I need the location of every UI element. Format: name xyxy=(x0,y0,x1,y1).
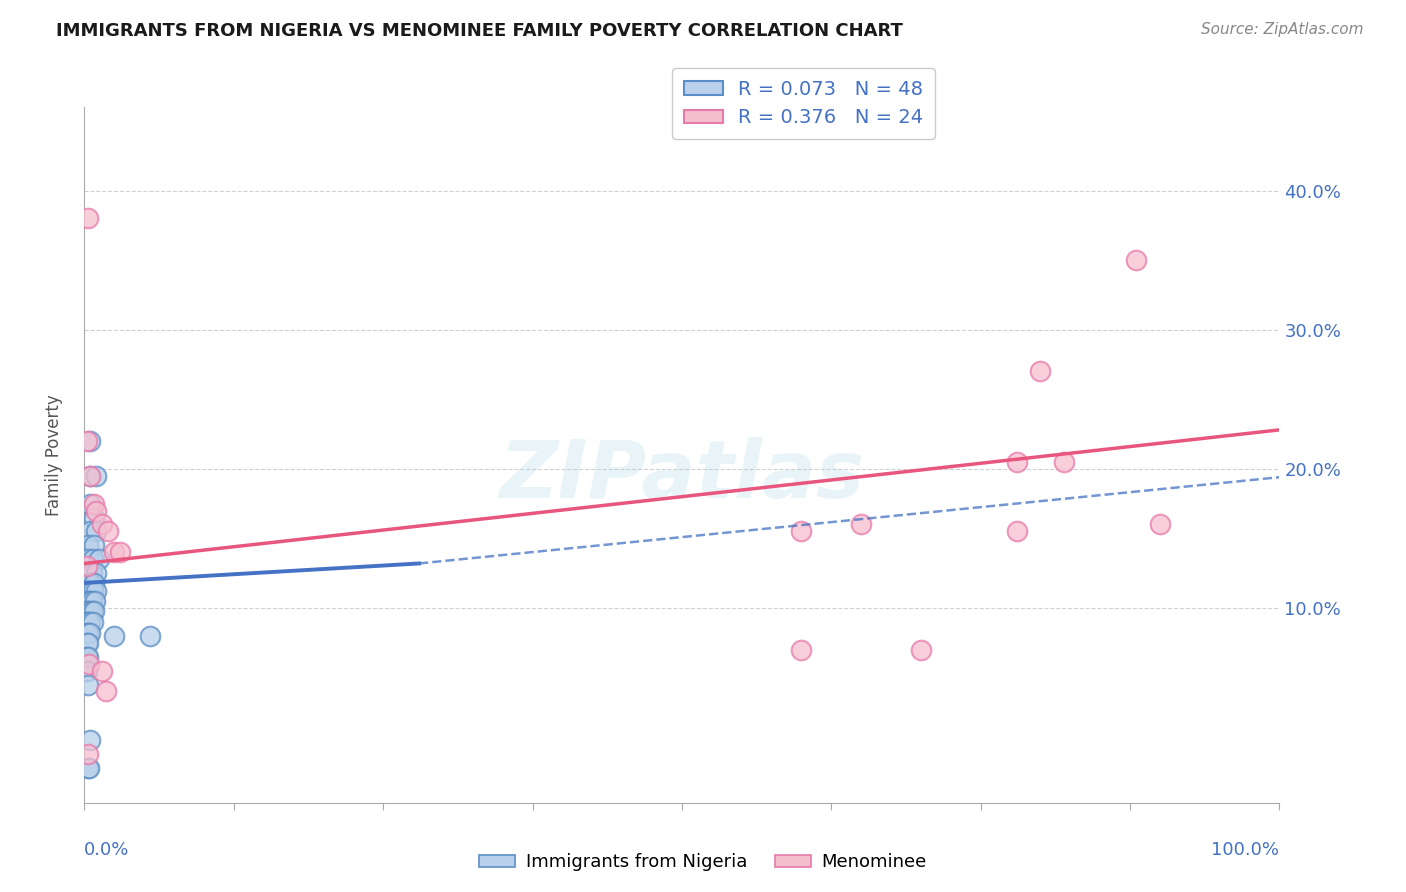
Point xyxy=(76,434,98,448)
Point xyxy=(77,576,100,591)
Point xyxy=(82,552,104,566)
Point xyxy=(77,594,100,608)
Point xyxy=(79,576,101,591)
Point xyxy=(790,642,813,657)
Point xyxy=(83,497,105,511)
Point xyxy=(910,642,932,657)
Point xyxy=(103,629,125,643)
Point xyxy=(94,684,117,698)
Point xyxy=(79,434,101,448)
Point xyxy=(84,594,107,608)
Point xyxy=(79,626,101,640)
Point xyxy=(110,545,132,559)
Text: Source: ZipAtlas.com: Source: ZipAtlas.com xyxy=(1201,22,1364,37)
Point xyxy=(77,211,100,226)
Point xyxy=(1005,455,1028,469)
Point xyxy=(80,566,103,581)
Point xyxy=(77,604,100,618)
Point xyxy=(76,559,98,574)
Point xyxy=(1029,364,1052,378)
Point xyxy=(86,584,108,599)
Point xyxy=(87,552,110,566)
Point xyxy=(1125,253,1147,268)
Point xyxy=(77,538,100,552)
Point xyxy=(77,761,100,775)
Point xyxy=(79,733,101,747)
Point xyxy=(103,545,125,559)
Point xyxy=(76,584,98,599)
Point xyxy=(77,552,100,566)
Point xyxy=(82,615,104,629)
Point xyxy=(76,604,98,618)
Point xyxy=(139,629,162,643)
Legend: Immigrants from Nigeria, Menominee: Immigrants from Nigeria, Menominee xyxy=(472,847,934,879)
Point xyxy=(1005,524,1028,539)
Point xyxy=(80,604,103,618)
Point xyxy=(76,594,98,608)
Point xyxy=(86,468,108,483)
Point xyxy=(76,636,98,650)
Point xyxy=(91,517,114,532)
Point xyxy=(86,524,108,539)
Point xyxy=(76,649,98,664)
Point xyxy=(1149,517,1171,532)
Point xyxy=(79,468,101,483)
Point xyxy=(790,524,813,539)
Point xyxy=(77,761,100,775)
Text: IMMIGRANTS FROM NIGERIA VS MENOMINEE FAMILY POVERTY CORRELATION CHART: IMMIGRANTS FROM NIGERIA VS MENOMINEE FAM… xyxy=(56,22,903,40)
Text: ZIPatlas: ZIPatlas xyxy=(499,437,865,515)
Text: 0.0%: 0.0% xyxy=(84,841,129,859)
Point xyxy=(83,510,105,524)
Point xyxy=(77,677,100,691)
Point xyxy=(83,576,105,591)
Point xyxy=(851,517,873,532)
Point xyxy=(77,566,100,581)
Point xyxy=(79,497,101,511)
Legend: R = 0.073   N = 48, R = 0.376   N = 24: R = 0.073 N = 48, R = 0.376 N = 24 xyxy=(672,68,935,139)
Point xyxy=(79,524,101,539)
Point xyxy=(1053,455,1076,469)
Point xyxy=(77,584,100,599)
Text: Family Poverty: Family Poverty xyxy=(45,394,63,516)
Point xyxy=(83,604,105,618)
Point xyxy=(77,649,100,664)
Point xyxy=(77,657,100,671)
Point xyxy=(77,747,100,761)
Point xyxy=(76,626,98,640)
Point xyxy=(97,524,120,539)
Point xyxy=(86,566,108,581)
Point xyxy=(80,594,103,608)
Point xyxy=(82,584,104,599)
Point xyxy=(83,538,105,552)
Text: 100.0%: 100.0% xyxy=(1212,841,1279,859)
Point xyxy=(91,664,114,678)
Point xyxy=(77,636,100,650)
Point xyxy=(77,626,100,640)
Point xyxy=(86,503,108,517)
Point xyxy=(77,615,100,629)
Point xyxy=(76,664,98,678)
Point xyxy=(79,468,101,483)
Point xyxy=(79,615,101,629)
Point xyxy=(76,615,98,629)
